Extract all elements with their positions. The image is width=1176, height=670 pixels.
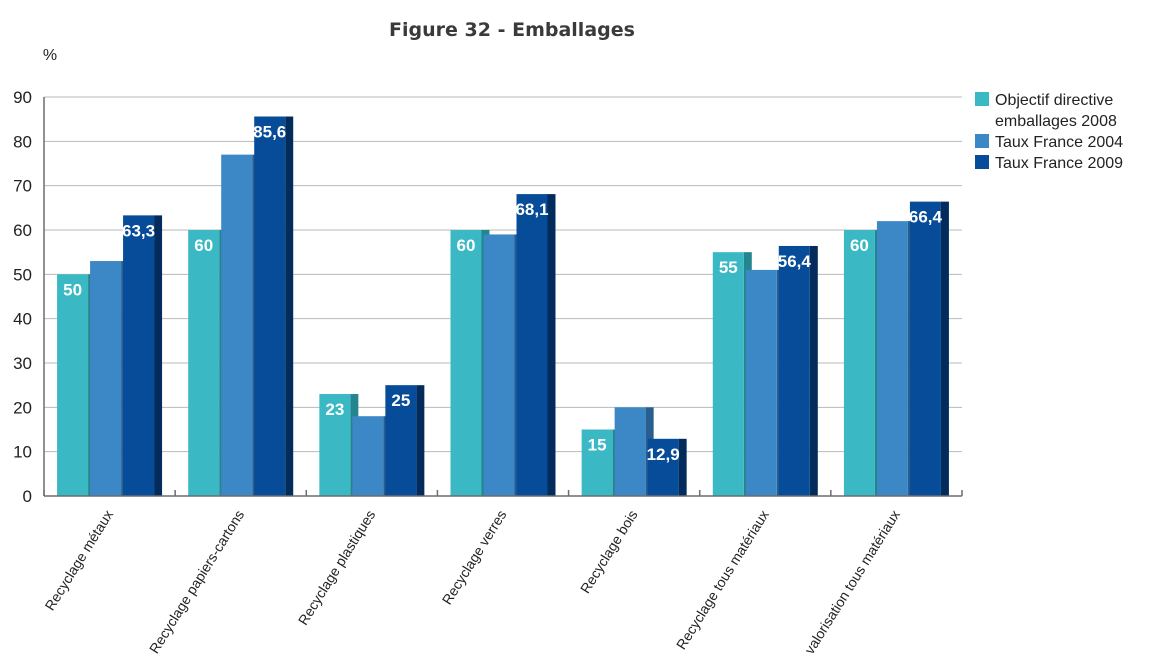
legend-label: Taux France 2004 [995, 134, 1123, 151]
y-tick-label: 60 [13, 221, 32, 240]
data-label: 12,9 [647, 445, 680, 464]
bar [254, 116, 286, 497]
bar-side [285, 116, 294, 497]
legend-label: Objectif directive [995, 92, 1113, 109]
y-tick-label: 90 [13, 88, 32, 107]
bar [876, 221, 908, 496]
bar [483, 234, 515, 496]
bar [778, 245, 810, 496]
legend-label: Taux France 2009 [995, 155, 1123, 172]
bar [385, 385, 417, 496]
legend: Objectif directive emballages 2008 Taux Fr… [975, 92, 1123, 172]
y-tick-label: 0 [23, 487, 32, 506]
bar [188, 230, 220, 496]
data-label: 55 [719, 258, 738, 277]
data-label: 85,6 [253, 123, 286, 142]
bar [221, 154, 253, 496]
y-tick-label: 30 [13, 354, 32, 373]
y-tick-label: 40 [13, 310, 32, 329]
bar-side [940, 201, 949, 497]
x-category-label: Recyclage bois [577, 507, 641, 596]
data-label: 60 [850, 236, 869, 255]
y-tick-label: 80 [13, 132, 32, 151]
data-label: 66,4 [909, 208, 943, 227]
bar [647, 438, 679, 496]
bar-side [547, 194, 556, 496]
bar [90, 261, 122, 496]
x-category-label: Recyclage papiers-cartons [146, 507, 247, 656]
y-tick-label: 70 [13, 177, 32, 196]
data-label: 50 [63, 280, 82, 299]
data-label: 15 [588, 436, 607, 455]
axes [43, 97, 963, 497]
data-label: 60 [194, 236, 213, 255]
bar-side [416, 385, 425, 496]
data-label: 56,4 [778, 252, 812, 271]
data-label: 23 [325, 400, 344, 419]
y-tick-label: 20 [13, 398, 32, 417]
x-category-label: Recyclage verres [439, 507, 510, 607]
data-label: 60 [457, 236, 476, 255]
bars: 50 63,3 60 85,6 23 25 60 68,1 15 12,9 55 56,4 60 66,4 [57, 116, 949, 497]
y-tick-label: 10 [13, 443, 32, 462]
bar [516, 194, 548, 496]
y-tick-label: 50 [13, 265, 32, 284]
y-axis-unit: % [43, 47, 57, 64]
bar [843, 230, 875, 496]
x-category-label: Recyclage métaux [42, 507, 117, 613]
bar [319, 394, 351, 496]
bar [712, 252, 744, 496]
chart-title: Figure 32 - Emballages [389, 19, 635, 41]
legend-label: emballages 2008 [995, 113, 1117, 130]
y-axis-ticks: 0 10 20 30 40 50 60 70 80 90 [13, 88, 32, 506]
legend-swatch [975, 92, 989, 106]
bar [352, 416, 384, 496]
bar [614, 407, 646, 496]
data-label: 63,3 [122, 221, 155, 240]
x-category-label: Recyclage plastiques [295, 507, 379, 628]
bar-side [809, 245, 818, 496]
bar [123, 215, 155, 496]
x-category-label: valorisation tous matériaux [801, 507, 903, 657]
bar [581, 429, 613, 496]
data-label: 25 [391, 391, 410, 410]
bar-side [154, 215, 163, 496]
x-axis-categories: Recyclage métaux Recyclage papiers-carton… [42, 507, 903, 657]
bar [450, 230, 482, 496]
bar [745, 269, 777, 496]
legend-swatch [975, 155, 989, 169]
data-label: 68,1 [515, 200, 548, 219]
bar-side [678, 438, 687, 496]
x-category-label: Recyclage tous matériaux [673, 507, 772, 652]
legend-swatch [975, 134, 989, 148]
bar [57, 274, 89, 496]
bar [909, 201, 941, 497]
